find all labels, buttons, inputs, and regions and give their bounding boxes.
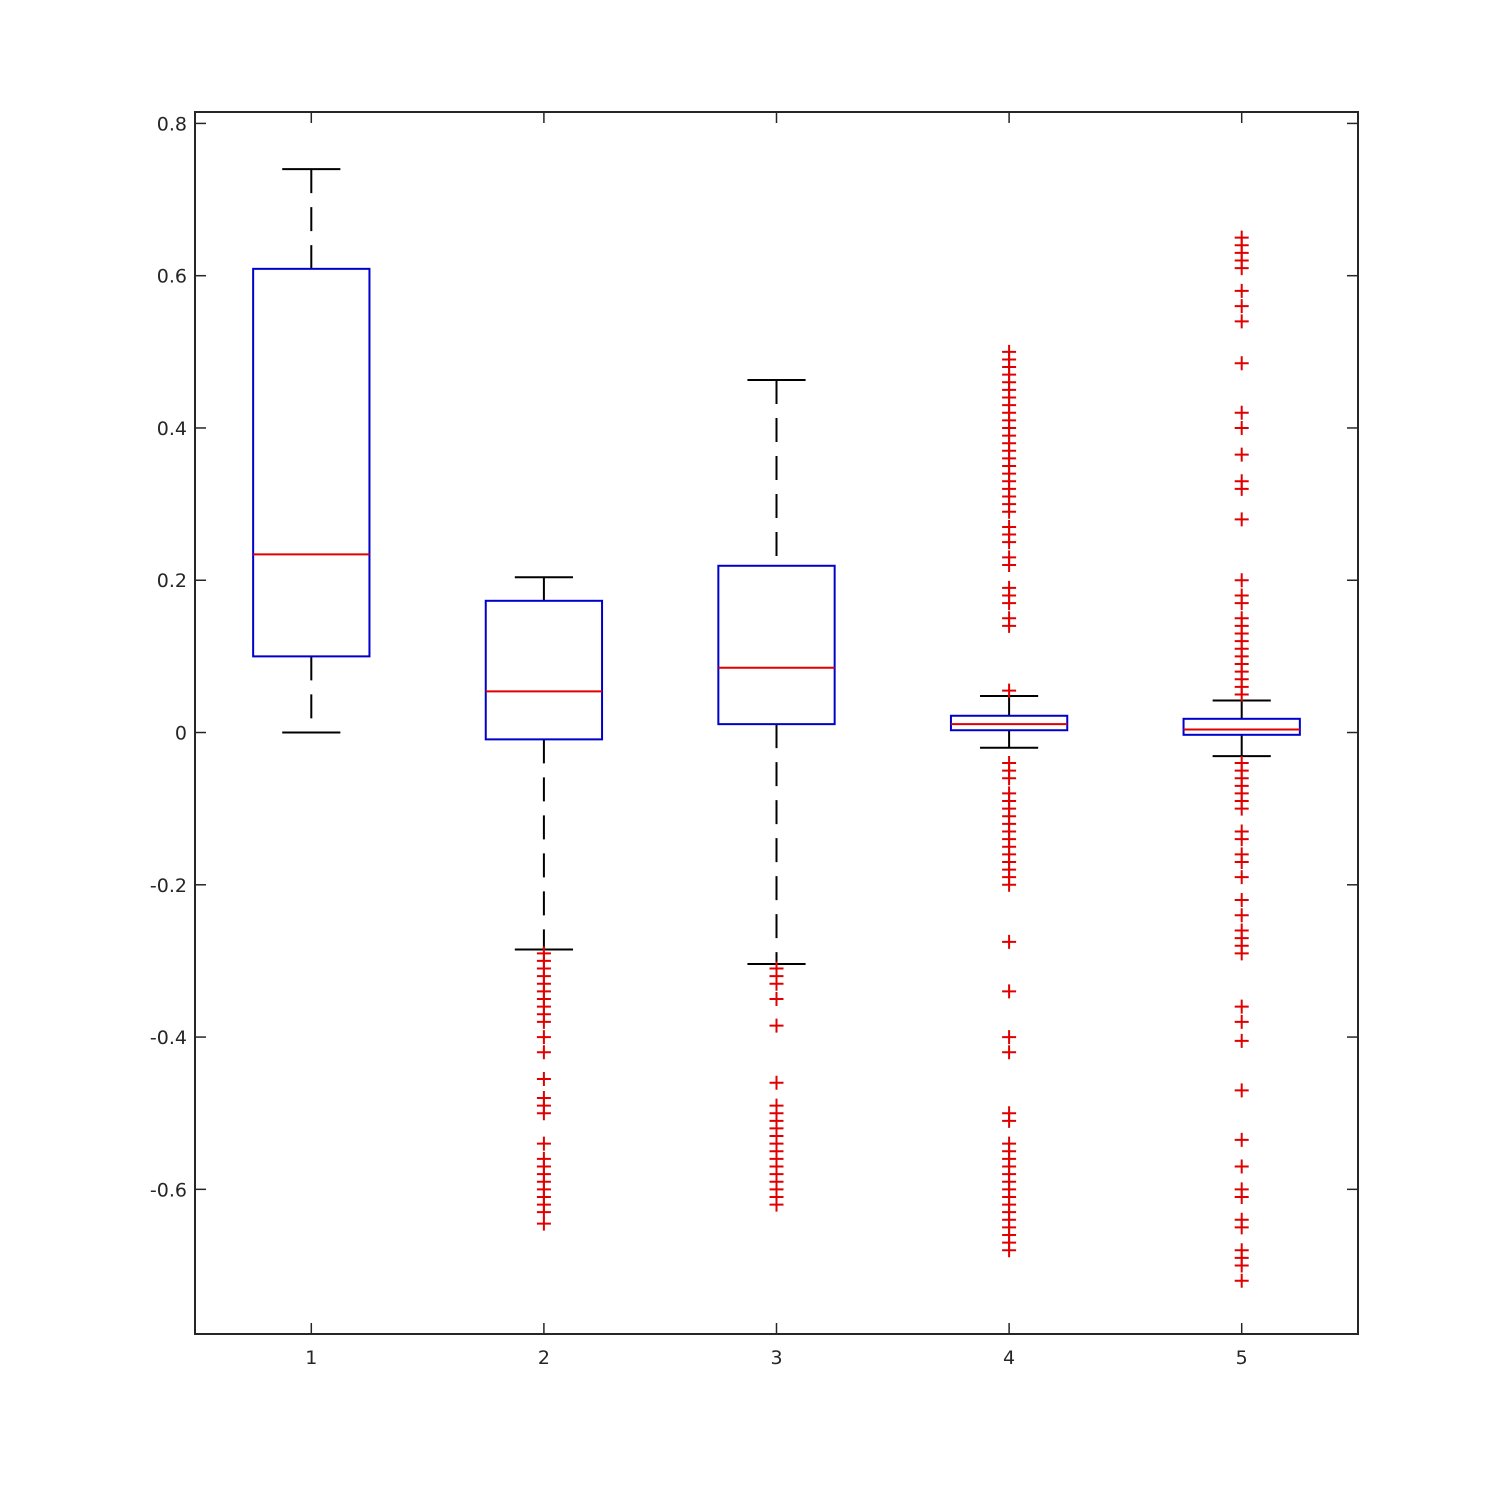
axis-ticks: -0.6 -0.4 -0.2 0 0.2 0.4 0.6 0.8 1 2 3 4 5 bbox=[150, 112, 1358, 1369]
outlier-marker bbox=[536, 1106, 551, 1121]
outlier-marker bbox=[536, 1071, 551, 1086]
outlier-marker bbox=[536, 1216, 551, 1231]
outlier-marker bbox=[1002, 344, 1017, 359]
outlier-marker bbox=[1234, 611, 1249, 626]
outlier-marker bbox=[1234, 870, 1249, 885]
outlier-marker bbox=[1002, 683, 1017, 698]
outlier-marker bbox=[1234, 854, 1249, 869]
outlier-marker bbox=[1234, 314, 1249, 329]
outlier-marker bbox=[1234, 588, 1249, 603]
outlier-marker bbox=[1002, 877, 1017, 892]
outlier-marker bbox=[1002, 550, 1017, 565]
y-tick-label: -0.4 bbox=[150, 1027, 187, 1049]
outlier-marker bbox=[1234, 1273, 1249, 1288]
iqr-box bbox=[484, 599, 604, 741]
x-tick-label: 4 bbox=[1003, 1347, 1015, 1369]
x-tick-label: 2 bbox=[538, 1347, 550, 1369]
outlier-marker bbox=[1234, 1258, 1249, 1273]
outlier-marker bbox=[1234, 474, 1249, 489]
outlier-marker bbox=[1234, 832, 1249, 847]
outlier-marker bbox=[1234, 1014, 1249, 1029]
y-tick-label: 0.8 bbox=[157, 113, 187, 135]
outlier-marker bbox=[1234, 1033, 1249, 1048]
outlier-marker bbox=[1002, 519, 1017, 534]
outlier-marker bbox=[1234, 405, 1249, 420]
y-tick-label: 0 bbox=[175, 723, 187, 745]
iqr-box bbox=[949, 714, 1069, 732]
outlier-marker bbox=[1234, 420, 1249, 435]
box-group-2 bbox=[484, 576, 604, 1231]
box-group-5 bbox=[1182, 230, 1301, 1288]
box-group-3 bbox=[717, 379, 836, 1212]
outlier-marker bbox=[1002, 771, 1017, 786]
outlier-marker bbox=[1234, 1159, 1249, 1174]
outlier-marker bbox=[1002, 580, 1017, 595]
axes-frame bbox=[194, 111, 1359, 1335]
outlier-marker bbox=[536, 1136, 551, 1151]
y-tick-label: 0.2 bbox=[157, 570, 187, 592]
outlier-marker bbox=[769, 991, 784, 1006]
y-tick-label: 0.4 bbox=[157, 418, 187, 440]
outlier-marker bbox=[1234, 512, 1249, 527]
x-tick-label: 1 bbox=[305, 1347, 317, 1369]
outlier-marker bbox=[1234, 1083, 1249, 1098]
outlier-marker bbox=[1002, 1113, 1017, 1128]
outlier-marker bbox=[1234, 299, 1249, 314]
outlier-marker bbox=[1234, 893, 1249, 908]
iqr-box bbox=[717, 564, 836, 726]
x-tick-label: 5 bbox=[1236, 1347, 1248, 1369]
outlier-marker bbox=[769, 976, 784, 991]
y-tick-label: -0.2 bbox=[150, 875, 187, 897]
outlier-marker bbox=[1002, 1030, 1017, 1045]
outlier-marker bbox=[769, 1075, 784, 1090]
outlier-marker bbox=[1234, 573, 1249, 588]
outlier-marker bbox=[1234, 801, 1249, 816]
outlier-marker bbox=[536, 1014, 551, 1029]
outlier-marker bbox=[1234, 1189, 1249, 1204]
outlier-marker bbox=[1002, 984, 1017, 999]
outlier-marker bbox=[1234, 1220, 1249, 1235]
iqr-box bbox=[252, 267, 371, 658]
outlier-marker bbox=[1234, 356, 1249, 371]
outlier-marker bbox=[1234, 946, 1249, 961]
outlier-marker bbox=[536, 1045, 551, 1060]
outlier-marker bbox=[1002, 1243, 1017, 1258]
x-tick-label: 3 bbox=[770, 1347, 782, 1369]
outlier-marker bbox=[536, 1030, 551, 1045]
outlier-marker bbox=[1002, 934, 1017, 949]
y-tick-label: 0.6 bbox=[157, 266, 187, 288]
outlier-marker bbox=[1234, 908, 1249, 923]
iqr-box bbox=[1182, 717, 1301, 736]
outlier-marker bbox=[1002, 1045, 1017, 1060]
outlier-marker bbox=[769, 1197, 784, 1212]
chart-marks bbox=[252, 168, 1301, 1288]
y-tick-label: -0.6 bbox=[150, 1179, 187, 1201]
outlier-marker bbox=[1234, 283, 1249, 298]
outlier-marker bbox=[1234, 230, 1249, 245]
outlier-marker bbox=[1234, 999, 1249, 1014]
box-group-1 bbox=[252, 168, 371, 734]
outlier-marker bbox=[1002, 611, 1017, 626]
outlier-marker bbox=[1234, 1132, 1249, 1147]
box-group-4 bbox=[949, 344, 1069, 1258]
outlier-marker bbox=[1234, 447, 1249, 462]
outlier-marker bbox=[769, 1018, 784, 1033]
